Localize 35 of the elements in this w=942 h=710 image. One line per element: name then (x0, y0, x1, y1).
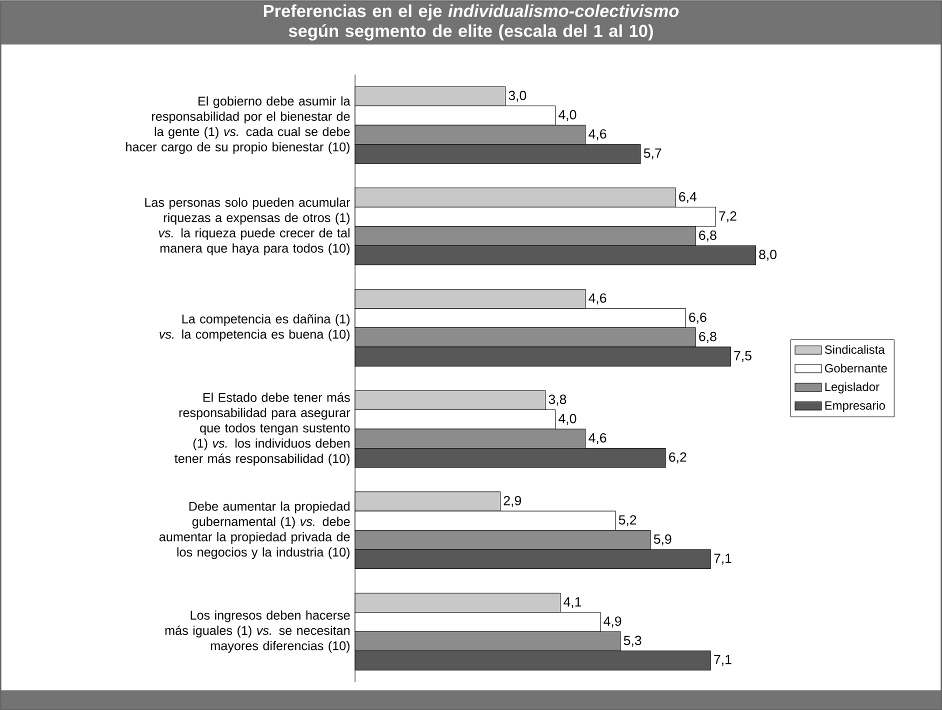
data-label: 6,4 (679, 192, 697, 203)
data-label: 7,2 (719, 211, 736, 222)
data-label: 4,6 (588, 432, 606, 444)
legend-label: Gobernante (824, 364, 887, 372)
data-label: 4,0 (558, 414, 576, 425)
data-label: 6,6 (689, 312, 706, 324)
data-label: 8,0 (759, 250, 777, 261)
legend-label: Empresario (825, 400, 885, 412)
y-tick-label: El Estado debe tener más responsabilidad para asegurar que todos tengan sustento (1) vs. los individuos deben tener más responsabilidad (10) (174, 392, 350, 466)
data-label: 4,6 (588, 129, 606, 140)
data-label: 6,8 (699, 332, 716, 343)
data-label: 6,8 (699, 230, 716, 242)
chart-title: Preferencias en el eje individualismo-colectivismo según segmento de elite (escala del 1 al 10) (264, 4, 679, 40)
y-tick-label: Debe aumentar la propiedad gubernamental (1) vs. debe aumentar la propiedad privada de los negocios y la industria (10) (159, 501, 350, 559)
y-tick-label: La competencia es dañina (1) vs. la competencia es buena (10) (160, 314, 350, 342)
data-label: 4,9 (604, 616, 622, 628)
data-label: 4,6 (588, 293, 606, 304)
legend-label: Legislador (825, 382, 880, 394)
data-label: 6,2 (669, 452, 686, 464)
data-label: 5,2 (618, 515, 636, 526)
y-tick-label: Los ingresos deben hacerse más iguales (1) vs. se necesitan mayores diferencias (10) (165, 610, 350, 653)
data-label: 4,0 (558, 110, 576, 121)
data-label: 4,1 (564, 597, 582, 608)
y-tick-label: Las personas solo pueden acumular riquezas a expensas de otros (1) vs. la riqueza puede crecer de tal manera que haya para todos (10) (145, 197, 350, 256)
data-label: 7,5 (734, 350, 752, 362)
legend-label: Sindicalista (824, 344, 885, 354)
data-label: 3,8 (548, 394, 566, 406)
data-label: 5,3 (624, 636, 642, 647)
y-tick-label: El gobierno debe asumir la responsabilidad por el bienestar de la gente (1) vs. cada cual se debe hacer cargo de su propio bienestar (10) (126, 96, 350, 154)
data-label: 7,1 (714, 654, 732, 666)
data-label: 7,1 (714, 554, 732, 564)
data-label: 3,0 (508, 90, 526, 102)
data-label: 5,9 (654, 534, 672, 546)
data-label: 2,9 (504, 496, 522, 507)
data-label: 5,7 (644, 148, 662, 160)
